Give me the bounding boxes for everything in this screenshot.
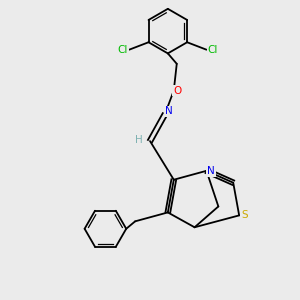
Text: S: S (241, 210, 248, 220)
Text: Cl: Cl (208, 45, 218, 55)
Text: N: N (207, 166, 215, 176)
Text: N: N (165, 106, 172, 116)
Text: O: O (173, 85, 182, 96)
Text: Cl: Cl (118, 45, 128, 55)
Text: H: H (135, 135, 142, 145)
